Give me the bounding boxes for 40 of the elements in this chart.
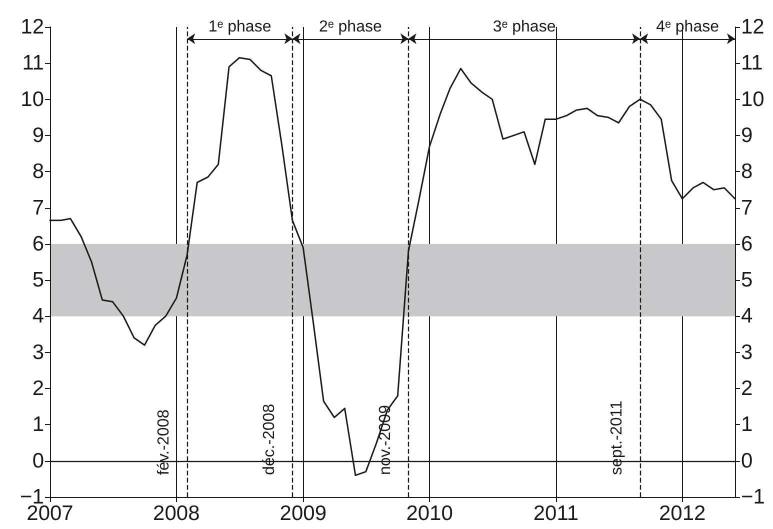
y2-tick-label: 11 [741, 52, 763, 75]
y2-tick-label: 8 [741, 160, 753, 184]
annotation: 1ᵉ phase [208, 18, 272, 36]
y-tick-label: 1 [32, 413, 44, 436]
y-tick-label: 12 [20, 16, 44, 38]
y-tick-label: 0 [32, 449, 44, 472]
y-tick-label: 2 [32, 377, 44, 400]
y-tick-label: 5 [32, 268, 44, 292]
x-tick-label: 2012 [659, 502, 706, 525]
annotation: 4ᵉ phase [656, 18, 720, 36]
y2-tick-label: −1 [741, 486, 765, 508]
y2-tick-label: 3 [741, 340, 753, 364]
y-tick-label: 3 [32, 340, 44, 364]
y-tick-label: 8 [32, 160, 44, 184]
y2-tick-label: 10 [741, 88, 764, 111]
x-tick-label: 2008 [153, 502, 200, 525]
ref-line-label: nov.-2009 [376, 404, 394, 475]
y-tick-label: 4 [32, 304, 44, 328]
ref-line-label: sept.-2011 [608, 400, 626, 475]
y2-tick-label: 2 [741, 377, 753, 400]
y-tick-label: 7 [32, 196, 44, 220]
ref-line-label: fév.-2008 [156, 409, 173, 475]
annotation: 3ᵉ phase [492, 18, 556, 36]
y2-tick-label: 0 [741, 449, 753, 472]
y2-tick-label: 7 [741, 196, 753, 220]
x-tick-label: 2010 [406, 502, 453, 525]
y2-tick-label: 9 [741, 124, 753, 147]
x-tick-label: 2009 [280, 502, 327, 525]
y-tick-label: 11 [22, 52, 44, 75]
y2-tick-label: 12 [741, 16, 764, 38]
annotation: 2ᵉ phase [318, 18, 382, 36]
y2-tick-label: 1 [741, 413, 753, 436]
x-tick-label: 2011 [533, 502, 579, 525]
y2-tick-label: 4 [741, 304, 753, 328]
ref-line-label: déc.-2008 [260, 404, 278, 475]
y2-tick-label: 5 [741, 268, 753, 292]
y-tick-label: 10 [20, 88, 44, 111]
y2-tick-label: 6 [741, 232, 753, 256]
y-tick-label: 6 [32, 232, 44, 256]
y-tick-label: 9 [32, 124, 44, 147]
